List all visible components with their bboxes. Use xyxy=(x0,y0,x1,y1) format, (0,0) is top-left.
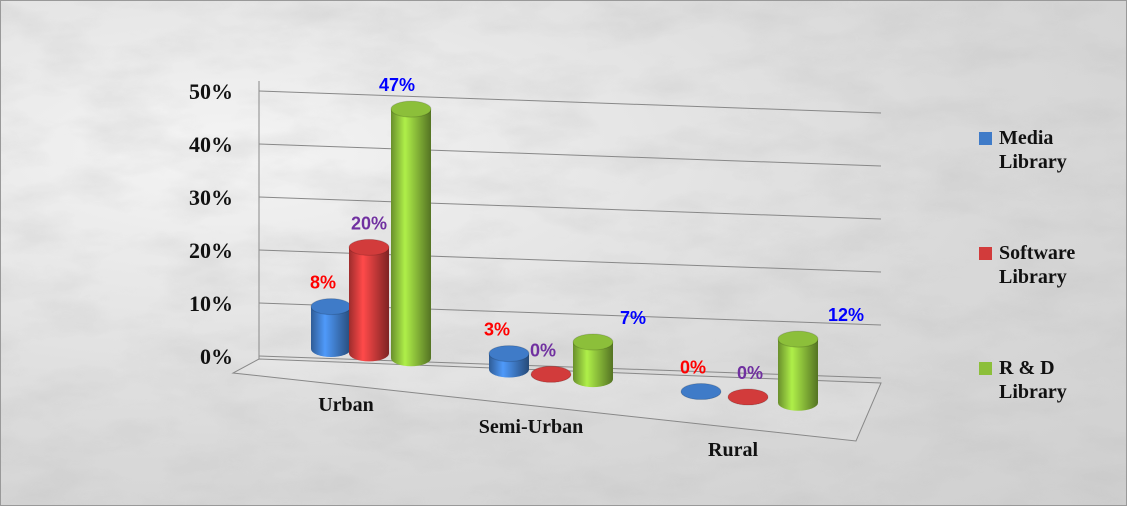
bar-top xyxy=(572,333,614,351)
y-tick-label: 50% xyxy=(189,79,233,104)
data-label: 8% xyxy=(310,273,336,293)
legend-label: Media Library xyxy=(999,127,1067,173)
data-label: 20% xyxy=(351,213,387,233)
y-tick-label: 30% xyxy=(189,185,233,210)
bar xyxy=(573,342,613,388)
grid-line xyxy=(258,143,882,167)
bar-top xyxy=(727,388,769,406)
bar-top xyxy=(488,345,530,363)
grid-line xyxy=(258,90,882,114)
y-tick-label: 20% xyxy=(189,238,233,263)
legend-swatch xyxy=(979,132,992,145)
data-label: 3% xyxy=(484,320,510,340)
legend-label: R & D Library xyxy=(999,357,1067,403)
bar xyxy=(311,306,351,357)
bar xyxy=(391,109,431,367)
data-label: 0% xyxy=(680,358,706,378)
legend-swatch xyxy=(979,362,992,375)
floor xyxy=(231,358,882,442)
data-label: 7% xyxy=(620,308,646,328)
bar xyxy=(778,339,819,411)
y-tick-label: 10% xyxy=(189,291,233,316)
data-label: 0% xyxy=(530,340,556,360)
x-tick-label: Urban xyxy=(318,394,374,416)
bar-top xyxy=(310,298,352,316)
bar xyxy=(349,247,389,362)
grid-line xyxy=(258,196,882,220)
y-tick-label: 0% xyxy=(200,344,233,369)
bar-top xyxy=(348,238,390,256)
bar-top xyxy=(390,100,432,118)
x-tick-label: Rural xyxy=(708,439,758,461)
y-tick-label: 40% xyxy=(189,132,233,157)
data-label: 0% xyxy=(737,363,763,383)
legend-swatch xyxy=(979,247,992,260)
data-label: 12% xyxy=(828,305,864,325)
bar-top xyxy=(680,383,722,401)
data-label: 47% xyxy=(379,75,415,95)
bar-top xyxy=(777,330,819,348)
x-tick-label: Semi-Urban xyxy=(479,416,583,438)
legend-label: Software Library xyxy=(999,242,1076,288)
bar-top xyxy=(530,365,572,383)
